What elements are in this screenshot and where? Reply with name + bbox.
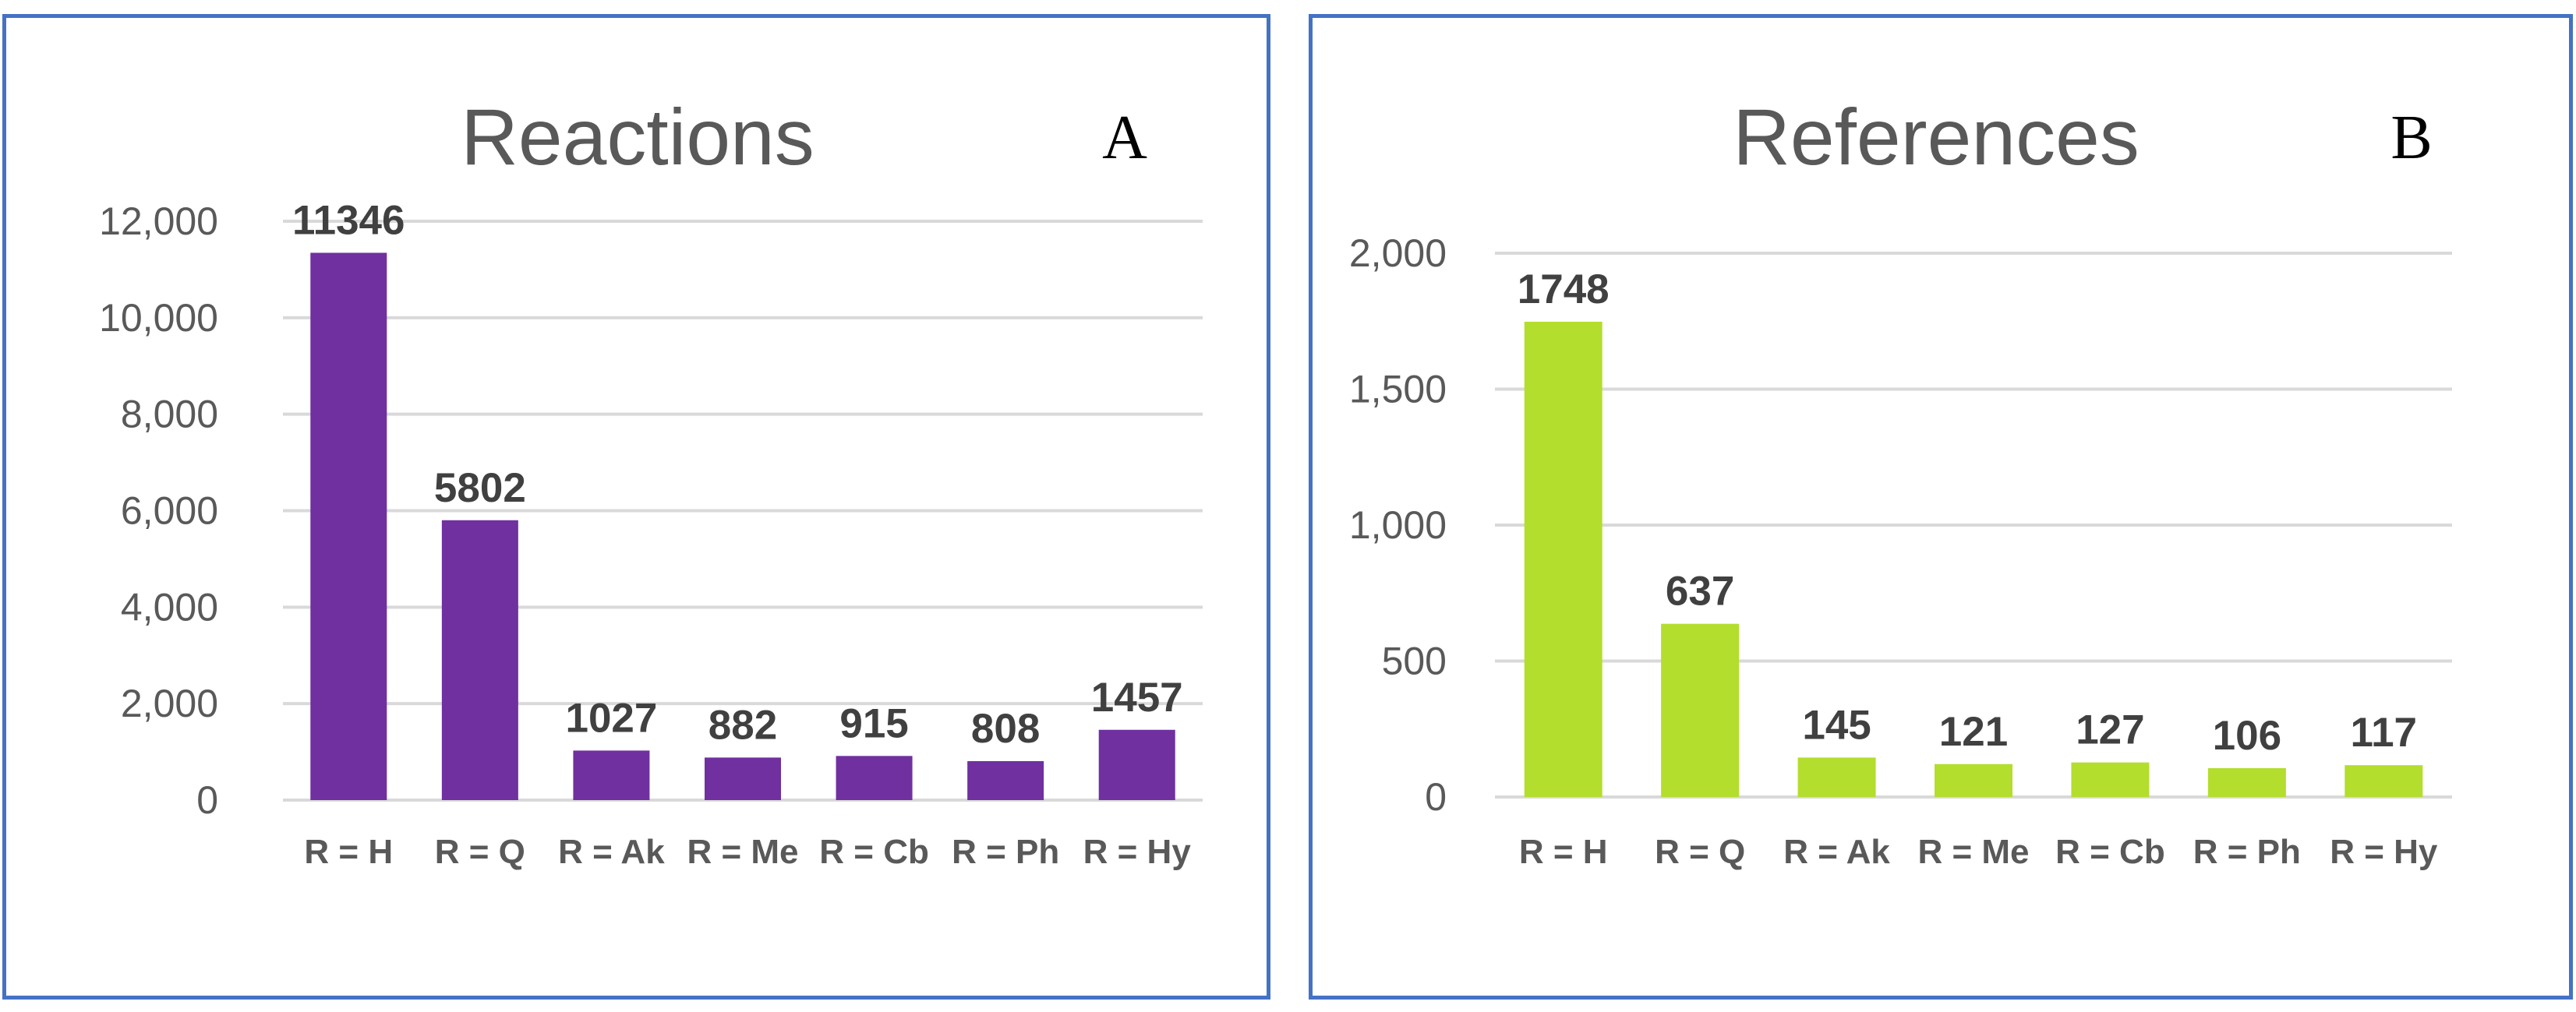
y-tick-label: 10,000 [99,296,218,340]
y-tick-label: 8,000 [121,393,218,436]
bar [1524,321,1602,797]
x-tick-label: R = Ph [2193,833,2301,871]
bar [441,520,518,800]
panel-letter: A [1102,104,1147,172]
x-tick-label: R = Q [1655,833,1745,871]
x-tick-label: R = Ph [952,833,1059,871]
data-label: 1457 [1091,675,1183,721]
data-label: 121 [1939,709,2008,755]
x-tick-label: R = Q [435,833,525,871]
x-tick-label: R = Ak [1783,833,1890,871]
bar [967,760,1044,800]
x-tick-label: R = Me [687,833,798,871]
y-tick-label: 4,000 [121,585,218,629]
bar [2071,762,2150,797]
y-tick-label: 6,000 [121,489,218,533]
bar [1661,623,1740,797]
chart-panel-references: References B 0 500 1,000 1,500 2,000 1748 637… [1309,14,2573,1000]
chart-title: References [1733,93,2140,182]
data-label: 145 [1802,702,1871,748]
data-label: 915 [839,700,908,746]
bar [1098,729,1175,800]
x-tick-label: R = Cb [819,833,929,871]
bar [2207,768,2286,797]
y-tick-label: 0 [1425,775,1447,819]
x-tick-label: R = Cb [2055,833,2165,871]
x-tick-label: R = Ak [558,833,665,871]
x-tick-label: R = Me [1917,833,2029,871]
bar [573,750,650,800]
chart-references: References B 0 500 1,000 1,500 2,000 1748 637… [1349,93,2452,871]
x-tick-label: R = Hy [2330,833,2438,871]
y-tick-label: 2,000 [1349,231,1447,275]
bar [2345,765,2423,797]
x-tick-label: R = Hy [1083,833,1192,871]
data-label: 1027 [565,695,657,741]
data-label: 11346 [292,197,405,243]
x-tick-label: R = H [304,833,393,871]
y-tick-label: 1,500 [1349,368,1447,411]
x-tick-label: R = H [1519,833,1608,871]
data-label: 127 [2076,707,2144,753]
data-label: 882 [708,702,777,748]
chart-title: Reactions [461,93,814,182]
data-label: 106 [2213,713,2281,759]
bar [836,756,913,800]
y-tick-label: 12,000 [99,199,218,243]
bar [1797,757,1876,797]
y-tick-label: 500 [1382,640,1447,683]
bar [310,252,387,800]
bar [1935,763,2012,797]
y-tick-label: 1,000 [1349,503,1447,547]
bar [705,757,781,800]
y-tick-label: 2,000 [121,682,218,725]
data-label: 1748 [1518,266,1610,312]
data-label: 5802 [434,465,526,511]
data-label: 637 [1666,569,1734,615]
panel-letter: B [2390,104,2432,172]
y-tick-label: 0 [196,778,218,822]
chart-reactions: Reactions A 0 2,000 4,000 6,000 8,000 10,000 1… [99,93,1203,871]
data-label: 117 [2351,710,2418,756]
data-label: 808 [971,706,1040,752]
chart-panel-reactions: Reactions A 0 2,000 4,000 6,000 8,000 10,000 1… [2,14,1270,1000]
